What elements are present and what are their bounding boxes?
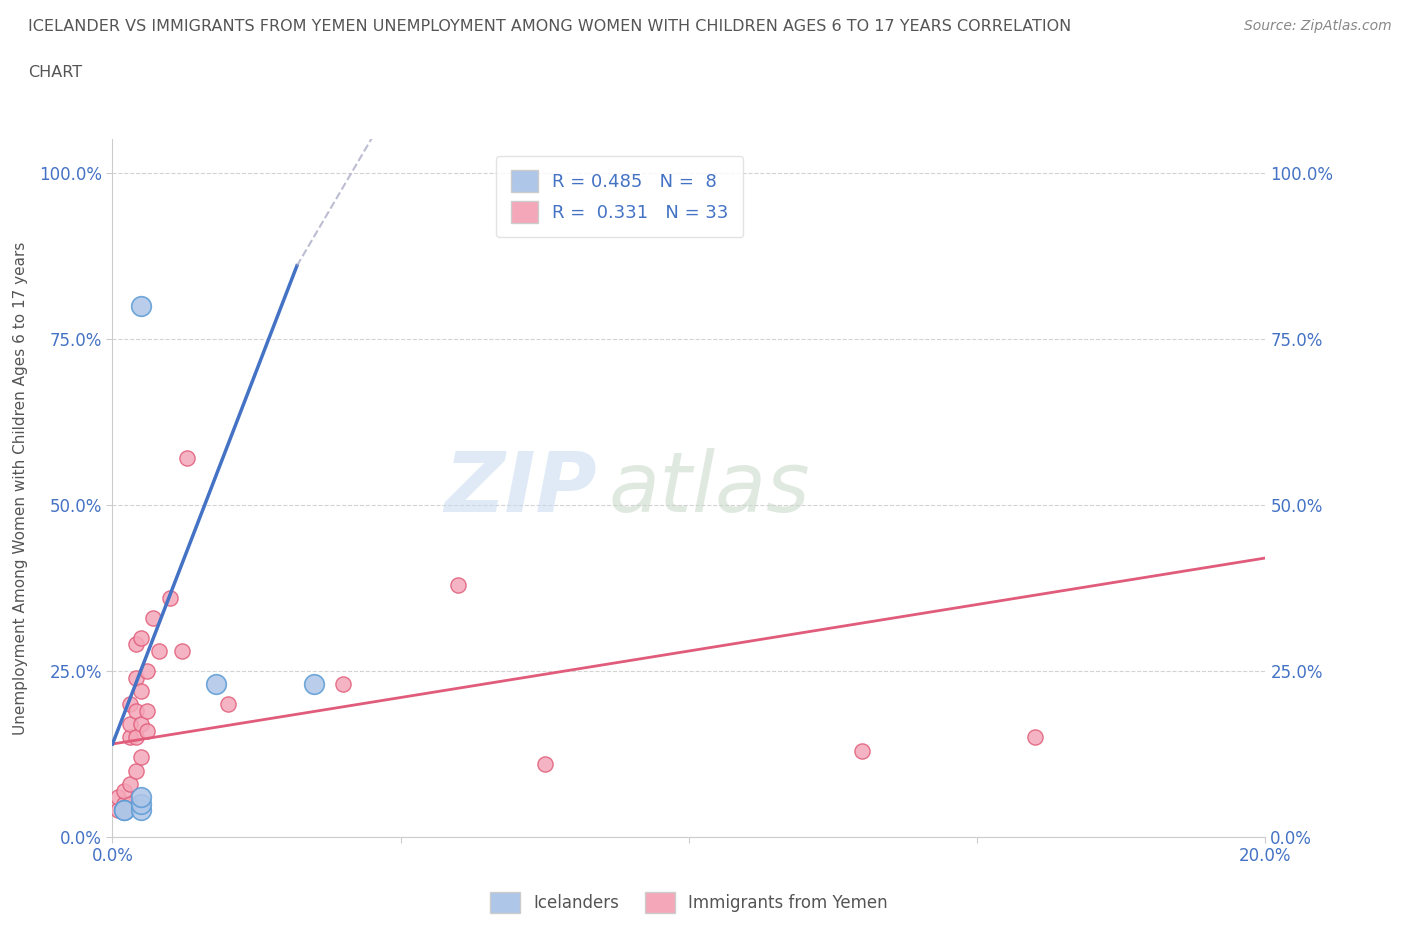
Point bbox=[129, 717, 153, 732]
Point bbox=[176, 451, 198, 466]
Point bbox=[217, 697, 239, 711]
Point bbox=[118, 777, 141, 791]
Point bbox=[129, 790, 153, 804]
Point bbox=[533, 756, 555, 771]
Point bbox=[124, 764, 146, 778]
Point bbox=[118, 717, 141, 732]
Point bbox=[124, 703, 146, 718]
Point bbox=[129, 299, 153, 313]
Point bbox=[112, 803, 135, 817]
Point bbox=[118, 730, 141, 745]
Point bbox=[1024, 730, 1046, 745]
Point bbox=[136, 703, 159, 718]
Point bbox=[447, 578, 470, 592]
Point bbox=[112, 803, 135, 817]
Legend: Icelanders, Immigrants from Yemen: Icelanders, Immigrants from Yemen bbox=[484, 885, 894, 920]
Text: ZIP: ZIP bbox=[444, 447, 596, 529]
Point bbox=[304, 677, 326, 692]
Point bbox=[112, 803, 135, 817]
Point bbox=[148, 644, 170, 658]
Point bbox=[118, 697, 141, 711]
Point bbox=[107, 803, 129, 817]
Point bbox=[129, 750, 153, 764]
Text: ICELANDER VS IMMIGRANTS FROM YEMEN UNEMPLOYMENT AMONG WOMEN WITH CHILDREN AGES 6: ICELANDER VS IMMIGRANTS FROM YEMEN UNEMP… bbox=[28, 19, 1071, 33]
Text: CHART: CHART bbox=[28, 65, 82, 80]
Point bbox=[107, 790, 129, 804]
Point bbox=[205, 677, 228, 692]
Text: Source: ZipAtlas.com: Source: ZipAtlas.com bbox=[1244, 19, 1392, 33]
Point bbox=[124, 730, 146, 745]
Point bbox=[159, 591, 181, 605]
Point bbox=[136, 724, 159, 738]
Point bbox=[118, 796, 141, 811]
Point bbox=[170, 644, 193, 658]
Y-axis label: Unemployment Among Women with Children Ages 6 to 17 years: Unemployment Among Women with Children A… bbox=[13, 242, 28, 735]
Point bbox=[129, 803, 153, 817]
Point bbox=[124, 671, 146, 685]
Text: atlas: atlas bbox=[609, 447, 810, 529]
Point bbox=[129, 684, 153, 698]
Point bbox=[332, 677, 354, 692]
Point bbox=[136, 663, 159, 678]
Point bbox=[129, 631, 153, 645]
Point bbox=[851, 743, 873, 758]
Point bbox=[129, 796, 153, 811]
Point bbox=[142, 610, 165, 625]
Point bbox=[124, 637, 146, 652]
Point bbox=[112, 783, 135, 798]
Point bbox=[112, 796, 135, 811]
